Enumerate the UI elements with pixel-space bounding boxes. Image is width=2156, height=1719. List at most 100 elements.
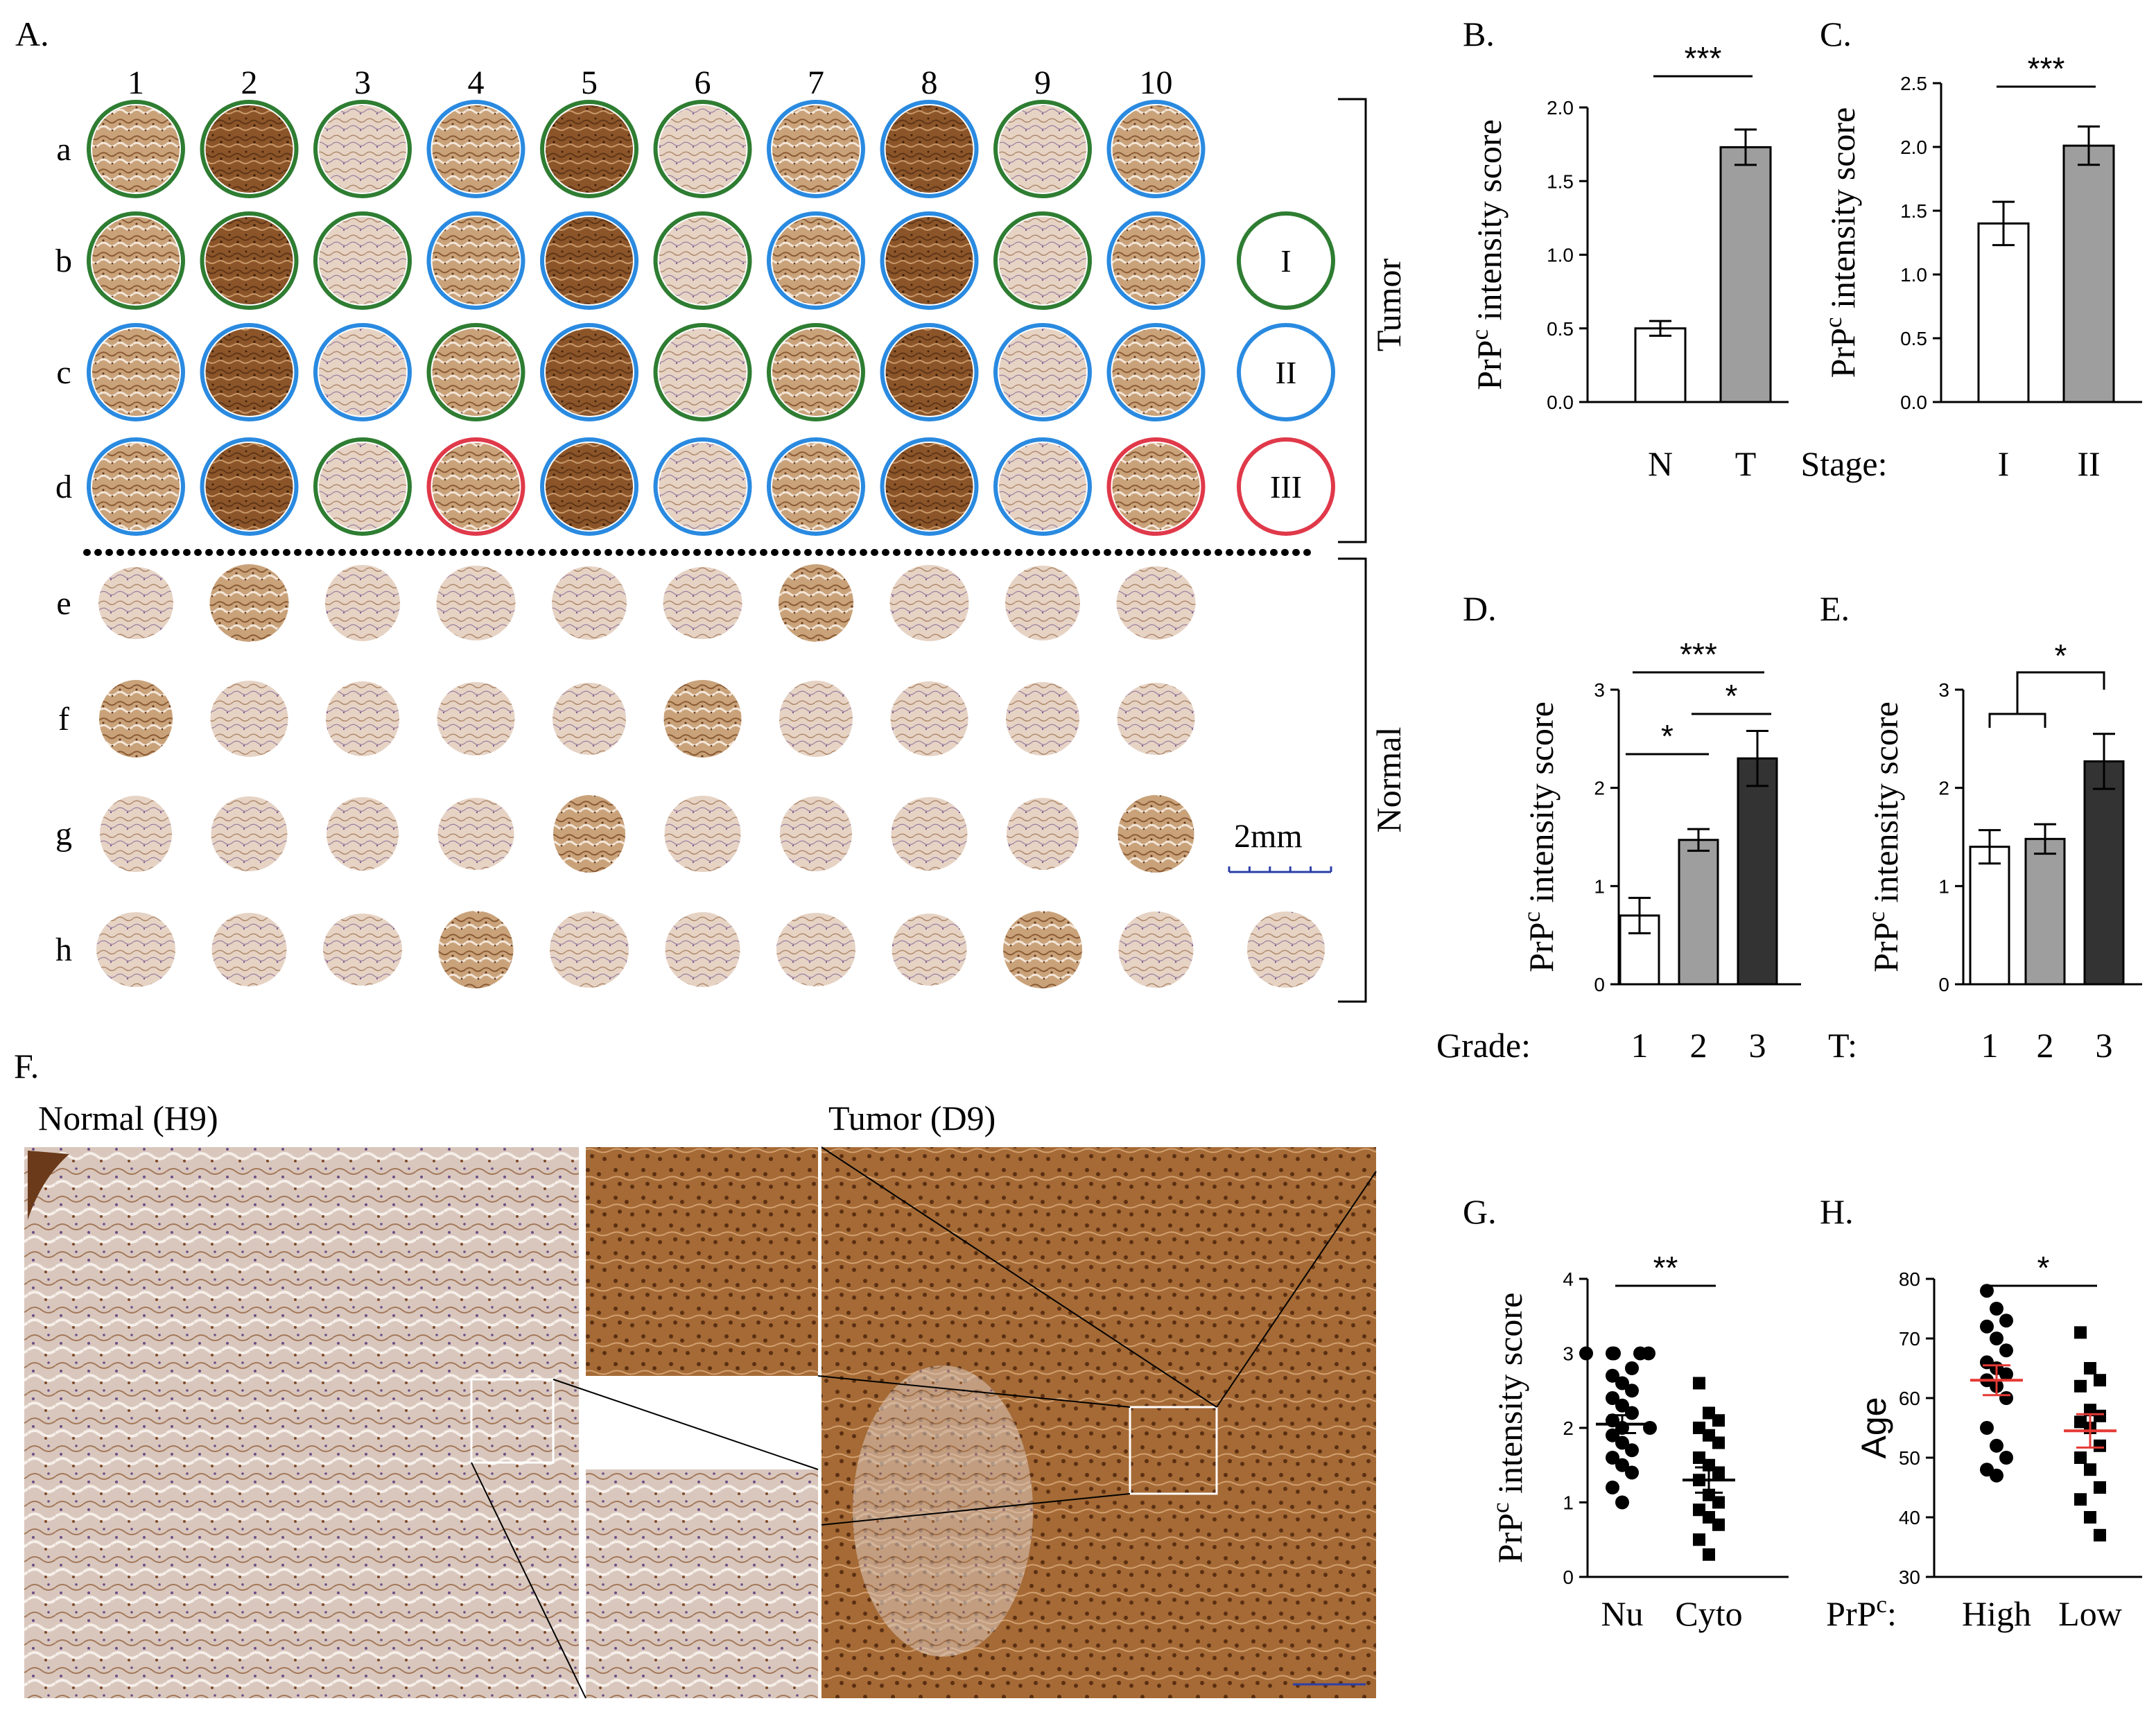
stage-ring (87, 100, 185, 198)
column-label: 2 (241, 64, 258, 101)
y-tick-label: 1 (1594, 875, 1605, 897)
y-tick-label: 1.0 (1547, 245, 1574, 266)
data-point (1606, 1451, 1619, 1465)
x-category-label: 3 (1749, 1026, 1766, 1065)
tumor-core (87, 323, 185, 421)
tissue-core (885, 443, 973, 530)
stage-ring (87, 211, 185, 310)
normal-core (663, 680, 742, 758)
tissue-core (210, 681, 288, 757)
stage-ring (767, 211, 865, 310)
data-point (1615, 1458, 1629, 1472)
data-point (1615, 1436, 1629, 1450)
data-point (1625, 1361, 1639, 1375)
normal-tissue (24, 1147, 579, 1698)
normal-core (665, 912, 740, 987)
y-tick-label: 3 (1938, 679, 1949, 701)
tumor-core (767, 323, 865, 421)
y-tick-label: 50 (1899, 1447, 1920, 1469)
tissue-core (327, 797, 399, 871)
column-label: 9 (1034, 64, 1051, 101)
tissue-core (99, 680, 173, 758)
scale-bar (1228, 866, 1332, 873)
stage-ring (313, 100, 412, 198)
tissue-core (659, 217, 747, 304)
tumor-core (1106, 100, 1206, 198)
column-label: 4 (468, 64, 485, 101)
stage-ring (200, 100, 299, 198)
tissue-core (1117, 683, 1195, 755)
data-point (2074, 1493, 2087, 1506)
stage-ring (993, 211, 1092, 310)
tumor-core (426, 437, 525, 536)
data-point (2074, 1415, 2087, 1429)
data-point (2084, 1463, 2096, 1476)
y-tick-label: 30 (1899, 1567, 1920, 1588)
tumor-core (993, 100, 1092, 198)
x-category-label: I (1998, 444, 2010, 483)
tumor-core (200, 437, 299, 536)
significance-label: * (2055, 638, 2067, 674)
tissue-core (772, 105, 860, 193)
column-label: 8 (921, 64, 938, 101)
y-tick-label: 60 (1899, 1388, 1920, 1409)
y-tick-label: 2.0 (1547, 97, 1574, 119)
tumor-core (540, 437, 638, 536)
data-point (1615, 1376, 1629, 1390)
tumor-bracket (1338, 98, 1367, 543)
column-label: 3 (354, 64, 371, 101)
tumor-bracket-label: Tumor (1369, 258, 1408, 351)
data-point (1606, 1428, 1619, 1442)
stroma-region (853, 1365, 1033, 1657)
tumor-core (540, 323, 638, 421)
significance-label: * (1661, 718, 1673, 754)
stage-ring (993, 100, 1092, 198)
tissue-core (432, 217, 520, 304)
x-category-label: 2 (2037, 1026, 2054, 1065)
tumor-image-label: Tumor (D9) (828, 1099, 996, 1137)
normal-core (1117, 683, 1195, 755)
significance-label: *** (2028, 51, 2065, 87)
row-label: g (55, 816, 72, 853)
tissue-core (885, 329, 973, 416)
tumor-core (1106, 211, 1206, 310)
stage-ring (313, 323, 412, 421)
data-point (1625, 1443, 1639, 1458)
tissue-core (889, 565, 969, 641)
tissue-core (999, 443, 1086, 530)
normal-core (663, 567, 742, 639)
normal-core (553, 795, 625, 873)
data-point (1712, 1466, 1725, 1479)
tissue-core (664, 796, 741, 872)
y-tick-label: 0.0 (1547, 392, 1574, 413)
tissue-core (659, 443, 747, 530)
tissue-core (319, 105, 406, 193)
significance-label: * (1725, 678, 1738, 714)
tissue-core (432, 105, 520, 193)
panel-label: B. (1463, 15, 1495, 53)
tissue-core (999, 329, 1086, 416)
tissue-core (776, 913, 855, 986)
tissue-core (1003, 911, 1082, 988)
normal-core (211, 796, 288, 871)
row-label: f (58, 701, 69, 738)
stage-ring (540, 323, 638, 421)
y-tick-label: 0 (1594, 974, 1605, 995)
y-tick-label: 0 (1938, 974, 1949, 995)
normal-core (1118, 911, 1194, 988)
x-prefix-label: Grade: (1436, 1026, 1531, 1065)
chart-b: 0.0 0.5 1.0 1.5 2.0 PrPc intensity score N T *** (1466, 40, 1789, 483)
significance-label: *** (1685, 40, 1722, 76)
y-tick-label: 1 (1563, 1492, 1574, 1514)
normal-core (1006, 682, 1079, 756)
tissue-core (779, 564, 853, 642)
tumor-core (993, 323, 1092, 421)
normal-core (436, 566, 516, 640)
tissue-core (546, 329, 633, 416)
y-tick-label: 2 (1563, 1417, 1574, 1439)
normal-core (1005, 566, 1080, 640)
bar (2024, 837, 2066, 986)
normal-core (210, 681, 288, 757)
